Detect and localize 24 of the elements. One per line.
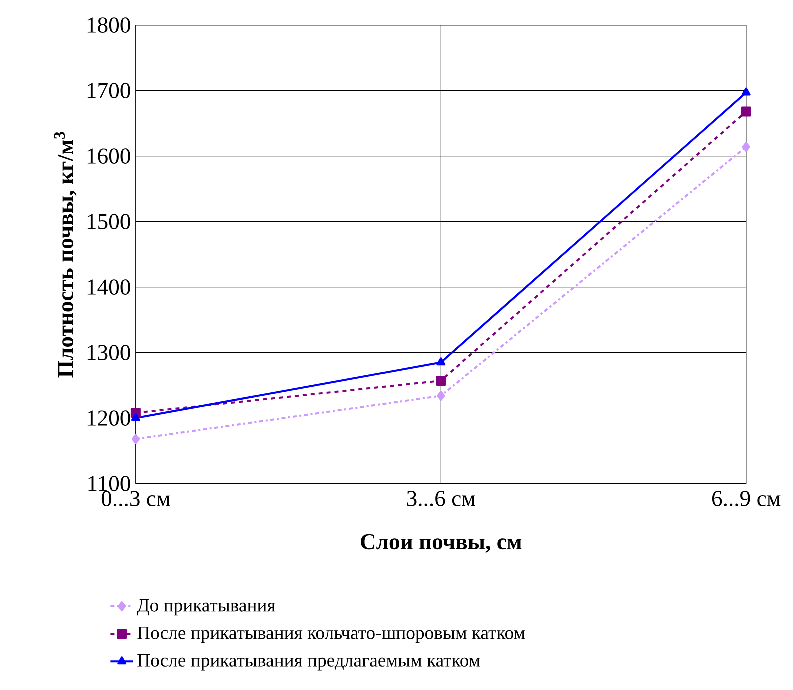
y-tick-label: 1200 (88, 410, 130, 426)
legend-label: После прикатывания кольчато-шпоровым катком (138, 626, 526, 643)
point (132, 434, 140, 444)
point (437, 390, 446, 401)
y-tick-label: 1100 (88, 476, 130, 492)
y-tick-label: 1600 (88, 148, 130, 164)
point (742, 88, 751, 96)
x-tick-label: 3...6 см (407, 490, 476, 506)
x-tick-label: 6...9 см (712, 490, 781, 506)
legend-label: До прикатывания (137, 599, 276, 616)
x-axis-title: Слои почвы, см (361, 534, 522, 553)
x-tick-label: 0...3 см (102, 490, 170, 506)
y-tick-label: 1700 (88, 82, 130, 98)
y-tick-label: 1800 (88, 17, 130, 33)
y-axis-title: Плотность почвы, кг/м$^{3}$ (54, 132, 77, 378)
y-tick-label: 1400 (88, 279, 130, 295)
y-tick-label: 1300 (88, 344, 130, 360)
point (436, 357, 446, 366)
point (436, 376, 446, 386)
point (131, 413, 140, 422)
y-tick-label: 1500 (88, 214, 130, 230)
point (741, 106, 752, 117)
legend-label: После прикатывания предлагаемым катком (138, 654, 480, 671)
point (742, 142, 750, 152)
